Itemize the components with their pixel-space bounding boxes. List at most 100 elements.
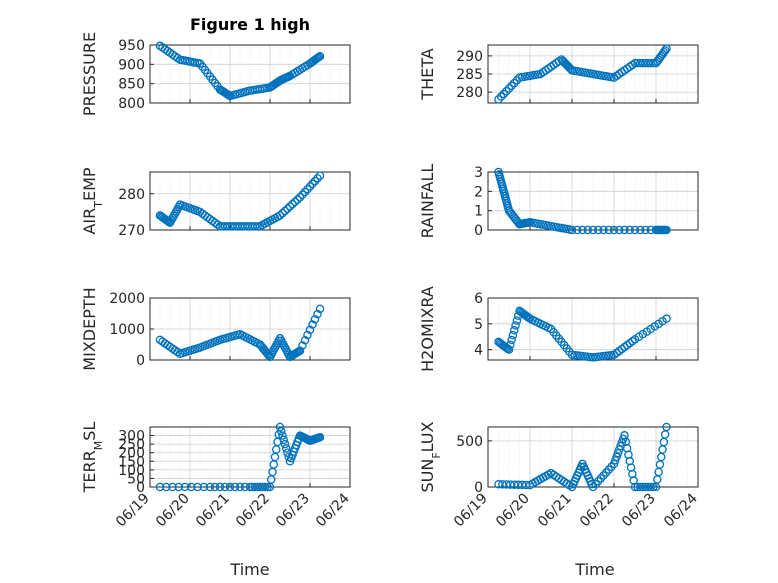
data-point [278,208,287,218]
y-tick-label: 900 [118,57,145,73]
data-point [594,225,603,235]
figure-title: Figure 1 high [190,15,310,34]
y-tick-label: 2000 [109,291,145,307]
data-point [275,422,285,432]
data-point [604,225,614,235]
data-point [276,427,286,436]
data-point [509,78,519,88]
x-axis-label-right: Time [574,560,614,579]
data-point [280,206,290,216]
data-point [630,225,640,235]
data-point [643,482,653,492]
data-point [506,480,515,489]
data-point [498,480,507,489]
data-point [511,321,520,330]
data-point [643,58,653,68]
data-point [155,482,165,492]
axes-box [487,171,699,231]
y-axis-label: TERRMSL [80,422,105,494]
data-point [636,225,645,235]
data-point [494,479,503,489]
data-point [235,482,245,492]
data-point [283,204,292,213]
data-point [186,482,196,492]
data-point [225,482,235,492]
y-tick-label: 250 [118,437,145,453]
y-tick-label: 4 [474,343,483,359]
y-tick-label: 3 [474,165,483,181]
y-tick-label: 280 [118,187,145,203]
data-point [303,184,312,194]
data-point [662,314,671,323]
data-point [512,316,522,325]
data-point [230,482,240,492]
x-tick-label: 06/19 [113,491,153,531]
data-point [205,482,215,492]
data-point [499,89,508,99]
data-point [636,482,645,492]
data-point [630,58,640,68]
data-point [502,86,511,96]
data-point [315,304,325,314]
data-point [655,460,665,469]
data-point [290,197,300,207]
subplot-theta: 280 285 290 THETA [418,44,699,104]
data-point [224,90,233,100]
data-point [253,222,262,231]
x-tick-label: 06/24 [661,490,701,530]
data-point [275,211,285,220]
data-point [496,92,506,101]
x-tick-label: 06/23 [273,491,313,531]
data-point [263,482,272,492]
data-point [314,52,323,62]
data-point [260,482,270,492]
data-point [315,171,325,180]
y-axis-label: THETA [418,48,437,100]
data-point [168,482,177,492]
data-point [508,330,518,340]
data-point [270,452,280,462]
data-point [583,225,593,235]
data-point [633,58,642,68]
data-point [305,182,315,191]
data-point [180,482,190,492]
x-tick-label: 06/21 [193,491,233,531]
x-tick-label: 06/19 [451,491,491,531]
data-point [161,482,171,492]
data-point [633,482,642,492]
y-axis-label: AIRTEMP [80,167,105,234]
data-point [509,480,519,489]
y-tick-label: 150 [118,454,145,470]
data-point [281,444,291,453]
data-point [658,445,667,454]
x-tick-label: 06/23 [619,491,659,531]
data-point [295,193,305,202]
data-point [599,225,608,235]
data-point [310,176,320,186]
data-point [199,482,208,492]
y-tick-label: 280 [456,85,483,101]
data-point [288,199,297,209]
y-tick-label: 100 [118,463,145,479]
subplot-air-temp: 270 280 AIRTEMP [80,167,351,239]
data-point [308,179,317,189]
data-point [509,326,519,335]
data-point [657,452,666,462]
data-point [300,187,310,197]
x-tick-label: 06/22 [233,491,273,531]
axes-box [149,44,351,104]
x-tick-label: 06/20 [493,491,533,531]
y-tick-label: 285 [456,67,483,83]
data-point [298,190,307,199]
y-tick-label: 1 [474,204,483,220]
subplot-sun-flux: 0 500 06/19 06/20 06/21 06/22 06/23 06/24 SUNFLU… [418,421,701,530]
x-axis-label-left: Time [229,560,269,579]
data-point [174,482,183,492]
data-point [641,225,650,235]
data-point [494,95,503,104]
y-tick-label: 0 [474,223,483,239]
y-tick-label: 5 [474,317,483,333]
y-tick-label: 2 [474,184,483,200]
y-tick-label: 6 [474,291,483,307]
data-point [313,174,322,183]
